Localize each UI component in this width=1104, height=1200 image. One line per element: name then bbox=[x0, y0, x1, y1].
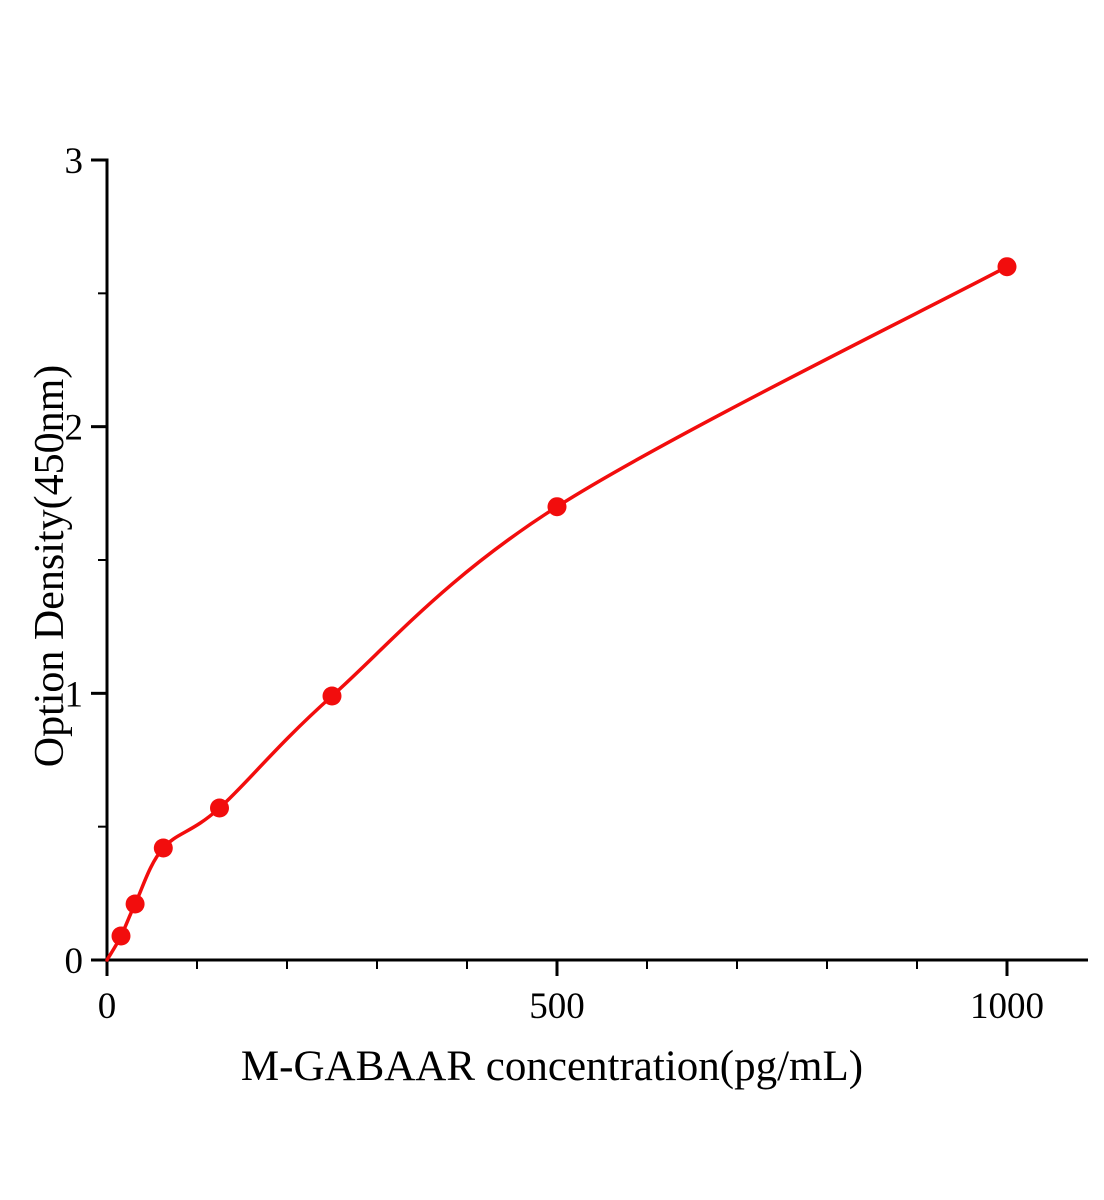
data-point bbox=[153, 838, 173, 858]
fit-curve bbox=[105, 264, 1009, 962]
data-point bbox=[125, 894, 145, 914]
x-tick-label: 500 bbox=[529, 986, 585, 1027]
x-tick-label: 1000 bbox=[970, 986, 1044, 1027]
data-point bbox=[547, 497, 567, 517]
y-tick-label: 2 bbox=[65, 408, 84, 449]
x-axis-label: M-GABAAR concentration(pg/mL) bbox=[240, 1043, 864, 1090]
axis-lines bbox=[105, 158, 1088, 962]
x-tick-label: 0 bbox=[98, 986, 117, 1027]
y-tick-label: 1 bbox=[65, 674, 84, 715]
data-point bbox=[210, 798, 229, 818]
y-axis-label: Option Density(450nm) bbox=[27, 364, 73, 768]
data-point bbox=[111, 926, 131, 946]
data-point bbox=[322, 686, 342, 706]
y-tick-label: 3 bbox=[65, 141, 84, 182]
data-point bbox=[997, 257, 1017, 277]
y-tick-label: 0 bbox=[65, 941, 84, 982]
